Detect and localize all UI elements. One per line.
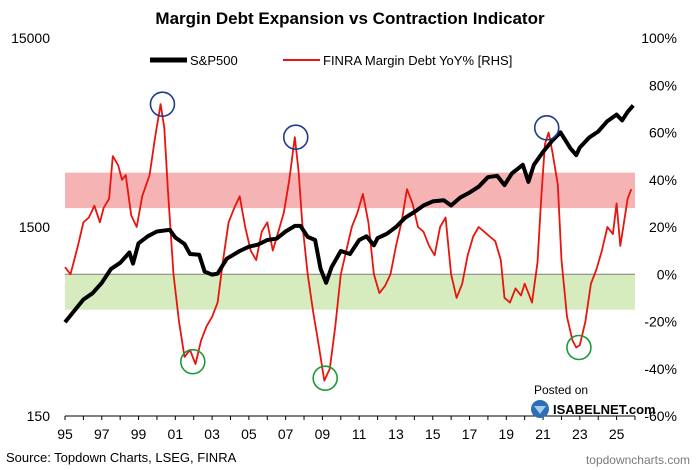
highlight-circles xyxy=(149,91,592,392)
x-tick-label: 95 xyxy=(57,426,73,442)
sp500-line xyxy=(63,104,635,324)
left-tick-label: 150 xyxy=(27,408,51,424)
x-tick-label: 15 xyxy=(425,426,441,442)
margin-debt-yoy-line xyxy=(64,103,633,382)
x-tick-label: 17 xyxy=(462,426,478,442)
x-tick-label: 07 xyxy=(278,426,294,442)
right-tick-label: 60% xyxy=(649,125,677,141)
x-axis: 95 97 99 01 03 05 07 09 11 13 15 17 19 21 23 25 xyxy=(57,415,636,442)
right-tick-label: 40% xyxy=(649,172,677,188)
bands xyxy=(65,172,635,310)
isabelnet-badge: Posted on ISABELNET.com xyxy=(531,383,656,418)
x-tick-label: 11 xyxy=(352,426,367,442)
contraction-band xyxy=(65,274,635,310)
x-tick-label: 97 xyxy=(94,426,110,442)
left-axis: 15000 1500 150 xyxy=(11,30,50,424)
green-circle-2009-trough xyxy=(312,365,338,392)
chart-title: Margin Debt Expansion vs Contraction Ind… xyxy=(155,9,545,28)
legend-margin-label: FINRA Margin Debt YoY% [RHS] xyxy=(323,53,512,68)
source-note: Source: Topdown Charts, LSEG, FINRA xyxy=(6,450,237,465)
right-tick-label: 20% xyxy=(649,219,677,235)
x-tick-label: 13 xyxy=(388,426,404,442)
badge-posted-on: Posted on xyxy=(534,383,588,397)
right-tick-label: -40% xyxy=(644,361,677,377)
series xyxy=(63,103,635,382)
green-circle-2023-trough xyxy=(566,334,592,361)
legend-sp500-label: S&P500 xyxy=(190,53,238,68)
blue-circle-2000-peak xyxy=(149,91,176,117)
blue-circle-2021-peak xyxy=(533,114,560,141)
x-tick-label: 21 xyxy=(535,426,551,442)
isabelnet-logo-icon xyxy=(531,400,549,418)
right-tick-label: 0% xyxy=(657,266,677,282)
x-tick-label: 23 xyxy=(572,426,588,442)
watermark: topdowncharts.com xyxy=(586,453,690,467)
right-tick-label: -60% xyxy=(644,408,677,424)
x-tick-label: 05 xyxy=(241,426,257,442)
green-circle-2002-trough xyxy=(179,348,206,375)
x-tick-label: 03 xyxy=(204,426,220,442)
left-tick-label: 15000 xyxy=(11,30,50,46)
right-tick-label: 100% xyxy=(641,30,677,46)
right-tick-label: 80% xyxy=(649,77,677,93)
right-tick-label: -20% xyxy=(644,314,677,330)
x-tick-label: 25 xyxy=(609,426,625,442)
x-tick-label: 01 xyxy=(168,426,184,442)
badge-site: ISABELNET.com xyxy=(553,402,656,417)
left-tick-label: 1500 xyxy=(19,219,50,235)
right-axis: 100% 80% 60% 40% 20% 0% -20% -40% -60% xyxy=(641,30,677,424)
x-tick-label: 99 xyxy=(131,426,147,442)
blue-circle-2007-peak xyxy=(282,124,309,151)
expansion-band xyxy=(65,172,635,209)
x-tick-label: 09 xyxy=(315,426,331,442)
legend: S&P500 FINRA Margin Debt YoY% [RHS] xyxy=(150,53,512,68)
x-tick-label: 19 xyxy=(499,426,515,442)
